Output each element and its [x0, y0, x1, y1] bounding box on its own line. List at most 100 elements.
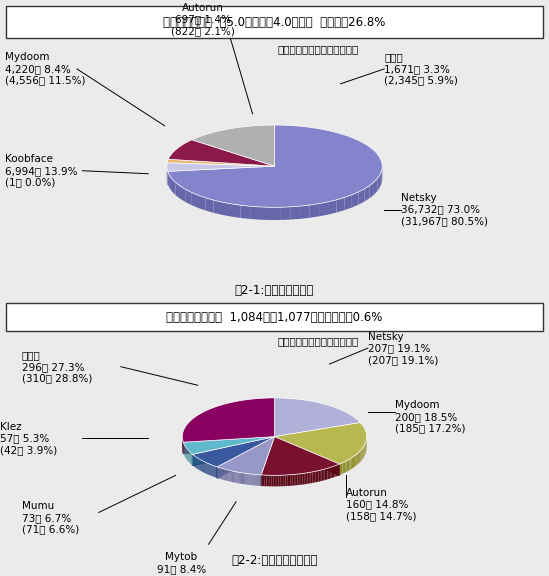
Polygon shape [356, 454, 357, 465]
Polygon shape [374, 179, 377, 195]
Polygon shape [281, 475, 282, 486]
Polygon shape [231, 204, 240, 218]
Polygon shape [234, 471, 235, 483]
Polygon shape [349, 458, 351, 470]
Polygon shape [274, 437, 339, 475]
Polygon shape [222, 202, 231, 217]
Polygon shape [263, 475, 265, 486]
Polygon shape [326, 468, 327, 480]
Text: Koobface
6,994個 13.9%
(1個 0.0%): Koobface 6,994個 13.9% (1個 0.0%) [5, 154, 78, 187]
Text: Mumu
73件 6.7%
(71件 6.6%): Mumu 73件 6.7% (71件 6.6%) [22, 501, 79, 535]
Polygon shape [210, 464, 211, 476]
Polygon shape [273, 475, 275, 486]
Polygon shape [311, 472, 312, 483]
Polygon shape [294, 474, 296, 486]
Text: ウイルス届出件数  1,084件〈1,077件〉前月比＋0.6%: ウイルス届出件数 1,084件〈1,077件〉前月比＋0.6% [166, 311, 383, 324]
FancyBboxPatch shape [5, 6, 544, 39]
Polygon shape [265, 475, 266, 486]
Polygon shape [229, 471, 230, 482]
Text: Mydoom
4,220個 8.4%
(4,556個 11.5%): Mydoom 4,220個 8.4% (4,556個 11.5%) [5, 52, 86, 85]
Polygon shape [218, 467, 219, 479]
Text: （注：括弧内は前月の数値）: （注：括弧内は前月の数値） [278, 336, 359, 346]
Polygon shape [183, 437, 274, 454]
Polygon shape [258, 475, 259, 486]
Polygon shape [282, 475, 284, 486]
Polygon shape [334, 465, 335, 477]
Polygon shape [275, 475, 277, 486]
Polygon shape [268, 475, 270, 486]
Polygon shape [343, 462, 344, 474]
Polygon shape [332, 467, 333, 478]
Polygon shape [251, 474, 253, 485]
Polygon shape [217, 437, 274, 478]
Polygon shape [255, 475, 256, 486]
Polygon shape [362, 448, 363, 460]
Polygon shape [217, 437, 274, 478]
Polygon shape [216, 467, 217, 478]
Polygon shape [214, 200, 222, 215]
Polygon shape [280, 207, 290, 220]
Polygon shape [249, 473, 250, 485]
Text: Autorun
697個 1.4%
(822個 2.1%): Autorun 697個 1.4% (822個 2.1%) [171, 3, 235, 36]
Polygon shape [241, 473, 242, 484]
Polygon shape [320, 470, 322, 482]
Polygon shape [245, 473, 246, 484]
Polygon shape [220, 468, 221, 479]
Polygon shape [191, 192, 198, 208]
Polygon shape [298, 474, 299, 485]
Text: その他
1,671個 3.3%
(2,345個 5.9%): その他 1,671個 3.3% (2,345個 5.9%) [384, 52, 458, 85]
Polygon shape [250, 474, 251, 485]
Polygon shape [208, 464, 209, 475]
Polygon shape [339, 464, 341, 475]
Polygon shape [169, 140, 274, 166]
Polygon shape [323, 469, 324, 480]
Text: Netsky
207件 19.1%
(207件 19.1%): Netsky 207件 19.1% (207件 19.1%) [368, 332, 438, 365]
Polygon shape [338, 464, 339, 476]
Polygon shape [260, 207, 270, 220]
Polygon shape [219, 467, 220, 479]
Polygon shape [306, 473, 307, 484]
Polygon shape [318, 470, 320, 482]
Text: Mydoom
200件 18.5%
(185件 17.2%): Mydoom 200件 18.5% (185件 17.2%) [395, 400, 466, 434]
Polygon shape [240, 472, 241, 484]
Polygon shape [225, 469, 226, 480]
Polygon shape [360, 450, 361, 463]
Polygon shape [344, 461, 345, 473]
Polygon shape [296, 474, 298, 486]
Text: 図2-1:ウイルス検出数: 図2-1:ウイルス検出数 [235, 285, 314, 297]
Polygon shape [260, 475, 261, 486]
Polygon shape [354, 455, 355, 467]
Text: Netsky
36,732個 73.0%
(31,967個 80.5%): Netsky 36,732個 73.0% (31,967個 80.5%) [401, 193, 488, 226]
Polygon shape [266, 475, 268, 486]
Text: Mytob
91件 8.4%
(104件 9.7%): Mytob 91件 8.4% (104件 9.7%) [149, 552, 213, 576]
Polygon shape [250, 206, 260, 219]
Polygon shape [176, 183, 180, 199]
Polygon shape [261, 437, 274, 486]
Polygon shape [243, 473, 244, 484]
Polygon shape [355, 454, 356, 467]
Polygon shape [301, 473, 302, 485]
Polygon shape [198, 195, 205, 210]
Polygon shape [361, 449, 362, 461]
Text: Autorun
160件 14.8%
(158件 14.7%): Autorun 160件 14.8% (158件 14.7%) [346, 488, 416, 521]
Polygon shape [285, 475, 287, 486]
Polygon shape [217, 467, 218, 478]
Polygon shape [246, 473, 247, 484]
Polygon shape [333, 466, 334, 478]
Polygon shape [193, 437, 274, 465]
Polygon shape [193, 437, 274, 467]
Polygon shape [272, 475, 273, 486]
Polygon shape [365, 185, 369, 202]
Polygon shape [230, 471, 231, 482]
Polygon shape [232, 471, 233, 482]
Polygon shape [310, 203, 319, 218]
Polygon shape [307, 472, 309, 484]
Polygon shape [238, 472, 239, 483]
Polygon shape [185, 189, 191, 205]
Polygon shape [233, 471, 234, 483]
Polygon shape [240, 205, 250, 219]
Polygon shape [347, 460, 348, 472]
Polygon shape [167, 159, 274, 166]
Text: その他
296件 27.3%
(310件 28.8%): その他 296件 27.3% (310件 28.8%) [22, 350, 92, 383]
Polygon shape [231, 471, 232, 482]
